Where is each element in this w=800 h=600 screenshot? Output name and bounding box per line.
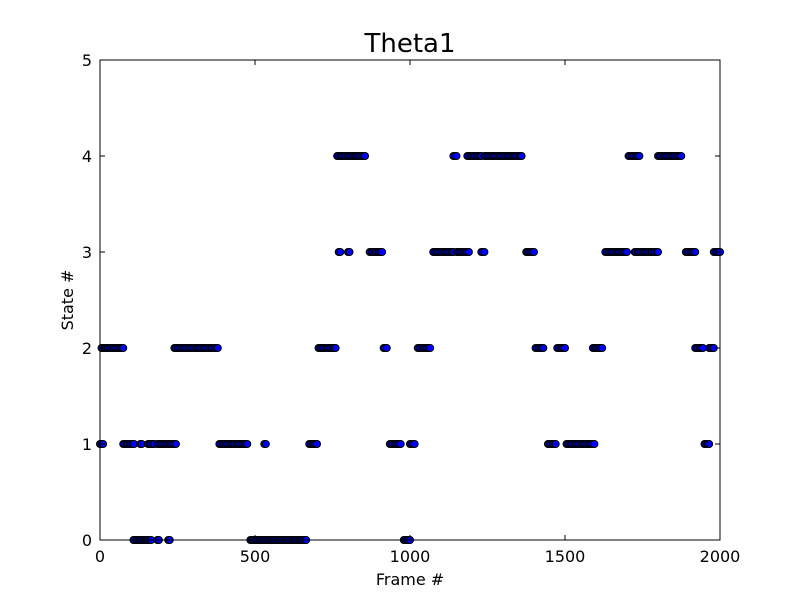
- data-point: [171, 440, 180, 448]
- data-point: [410, 440, 419, 448]
- x-axis-ticks: 0 500 1000 1500 2000: [95, 60, 740, 566]
- y-axis-ticks: 0 1 2 3 4 5: [82, 51, 720, 550]
- x-axis-label: Frame #: [376, 570, 444, 589]
- data-point: [345, 248, 354, 256]
- y-tick-label: 2: [82, 339, 92, 358]
- data-point: [623, 248, 631, 256]
- data-point: [261, 440, 270, 448]
- data-points: [96, 152, 724, 544]
- data-point: [464, 248, 473, 256]
- y-axis-label: State #: [58, 270, 77, 331]
- chart-title: Theta1: [363, 29, 455, 59]
- data-point: [530, 248, 538, 256]
- data-point: [119, 344, 128, 352]
- data-point: [331, 344, 340, 352]
- x-tick-label: 1000: [390, 547, 431, 566]
- data-point: [361, 152, 370, 160]
- data-point: [654, 248, 662, 256]
- data-point: [452, 152, 461, 160]
- data-point: [313, 440, 321, 448]
- data-point: [705, 440, 714, 448]
- data-point: [635, 152, 644, 160]
- data-point: [378, 248, 387, 256]
- y-tick-label: 4: [82, 147, 92, 166]
- data-point: [677, 152, 686, 160]
- data-point: [382, 344, 391, 352]
- data-point: [561, 344, 569, 352]
- plot-frame: [99, 59, 721, 541]
- data-point: [517, 152, 526, 160]
- data-point: [213, 344, 222, 352]
- x-tick-label: 500: [240, 547, 271, 566]
- x-tick-label: 1500: [545, 547, 586, 566]
- data-point: [243, 440, 252, 448]
- y-tick-label: 5: [82, 51, 92, 70]
- y-tick-label: 0: [82, 531, 92, 550]
- data-point: [480, 248, 489, 256]
- data-point: [396, 440, 405, 448]
- data-point: [426, 344, 435, 352]
- data-point: [590, 440, 599, 448]
- data-point: [539, 344, 548, 352]
- y-tick-label: 3: [82, 243, 92, 262]
- data-point: [336, 248, 345, 256]
- data-point: [691, 248, 700, 256]
- data-point: [551, 440, 560, 448]
- y-tick-label: 1: [82, 435, 92, 454]
- data-point: [598, 344, 607, 352]
- x-tick-label: 2000: [700, 547, 741, 566]
- x-tick-label: 0: [95, 547, 105, 566]
